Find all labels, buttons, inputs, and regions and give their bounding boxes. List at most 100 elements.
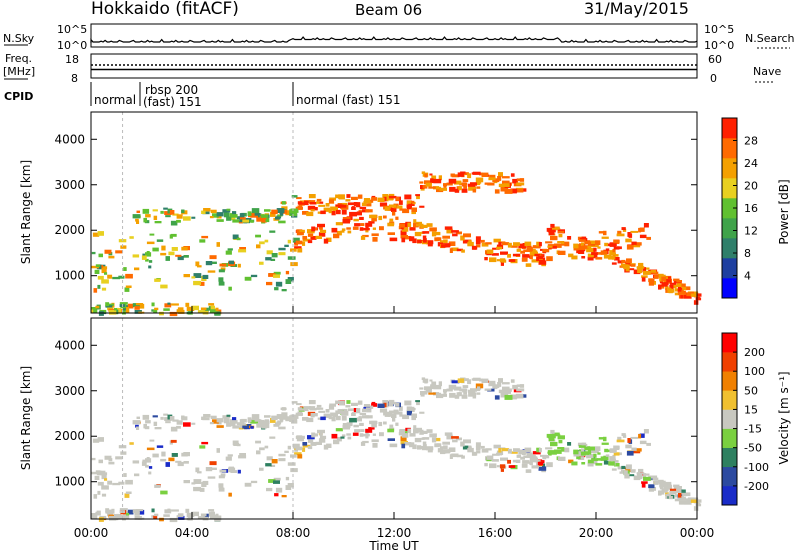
power-cell [218,281,225,286]
power-cell [161,245,166,251]
power-cell [419,205,425,208]
velocity-cell [683,500,692,505]
power-cell [228,260,234,265]
power-cell [587,241,591,246]
velocity-cell [674,498,680,502]
power-cell [493,238,501,243]
power-cell [454,180,462,185]
velocity-cell [449,454,453,459]
power-cell [420,185,425,189]
velocity-cell [486,455,494,460]
power-cell [455,231,462,235]
velocity-cell [573,449,579,455]
velocity-cell [439,393,447,397]
power-cell [541,263,546,267]
noise-right-tick-top: 10^5 [704,23,734,36]
velocity-cell [271,415,278,421]
velocity-cell [513,448,520,452]
power-cell [101,279,109,284]
power-cell [633,269,641,275]
velocity-cell [682,492,691,497]
power-cell [270,258,276,261]
power-cell [169,311,178,317]
velocity-cell [92,438,100,443]
power-cell [637,268,643,274]
power-cell [552,226,560,230]
power-cell [581,256,586,259]
velocity-cell [285,476,290,481]
velocity-cell [335,410,343,414]
velocity-cell [126,512,130,516]
power-cell [481,242,489,247]
power-cell [542,248,550,253]
power-cell [136,210,140,213]
velocity-cell [336,436,342,442]
velocity-cell [172,419,179,422]
power-cell [302,236,308,240]
power-cell [496,259,500,262]
power-cell [581,242,585,246]
power-cell [500,261,504,266]
power-cell [129,236,134,239]
power-cell [177,255,184,261]
power-cell [389,237,398,242]
power-cell [529,254,533,260]
power-cell [595,240,601,246]
power-cell [625,267,630,272]
power-cell [669,284,674,289]
velocity-cell [152,415,158,418]
velocity-cell [633,475,641,481]
power-cell [317,223,325,228]
velocity-cell [346,400,351,404]
velocity-cell [587,462,594,467]
power-cell [492,178,500,183]
colorbar-swatch [722,447,737,468]
power-cell [160,210,164,214]
velocity-cell [212,419,219,424]
velocity-cell [211,467,217,470]
colorbar-tick-label: -15 [744,423,762,436]
velocity-cell [604,448,609,453]
velocity-cell [648,484,655,489]
power-cell [411,207,417,212]
power-cell [296,229,303,233]
power-cell [101,287,107,291]
velocity-cell [532,451,541,455]
velocity-cell [407,428,412,433]
power-cell [406,204,412,210]
power-cell [297,248,303,253]
power-cell [389,196,393,201]
power-cell [601,236,609,239]
velocity-cell [401,443,406,449]
velocity-cell [101,474,107,480]
velocity-cell [109,515,117,521]
power-cell [468,240,472,243]
velocity-cell [597,458,602,461]
velocity-cell [522,460,530,464]
velocity-cell [557,447,565,450]
power-cell [160,284,168,289]
velocity-cell [608,461,615,466]
velocity-cell [218,475,225,479]
power-cell [218,269,225,273]
velocity-cell [489,380,496,385]
velocity-cell [606,449,612,453]
power-cell [146,251,150,254]
velocity-cell [250,480,258,484]
velocity-cell [232,417,237,422]
velocity-cell [581,448,585,452]
power-cell [317,211,322,214]
power-cell [154,221,162,224]
power-cell [476,244,481,248]
velocity-cell [494,395,500,400]
power-cell [401,227,409,232]
power-cell [353,218,359,222]
velocity-cell [302,444,311,448]
velocity-cell [360,429,365,432]
velocity-cell [523,455,531,458]
power-cell [351,206,355,210]
velocity-cell [146,457,150,460]
velocity-cell [148,471,152,475]
power-cell [499,258,506,263]
velocity-cell [191,422,196,425]
